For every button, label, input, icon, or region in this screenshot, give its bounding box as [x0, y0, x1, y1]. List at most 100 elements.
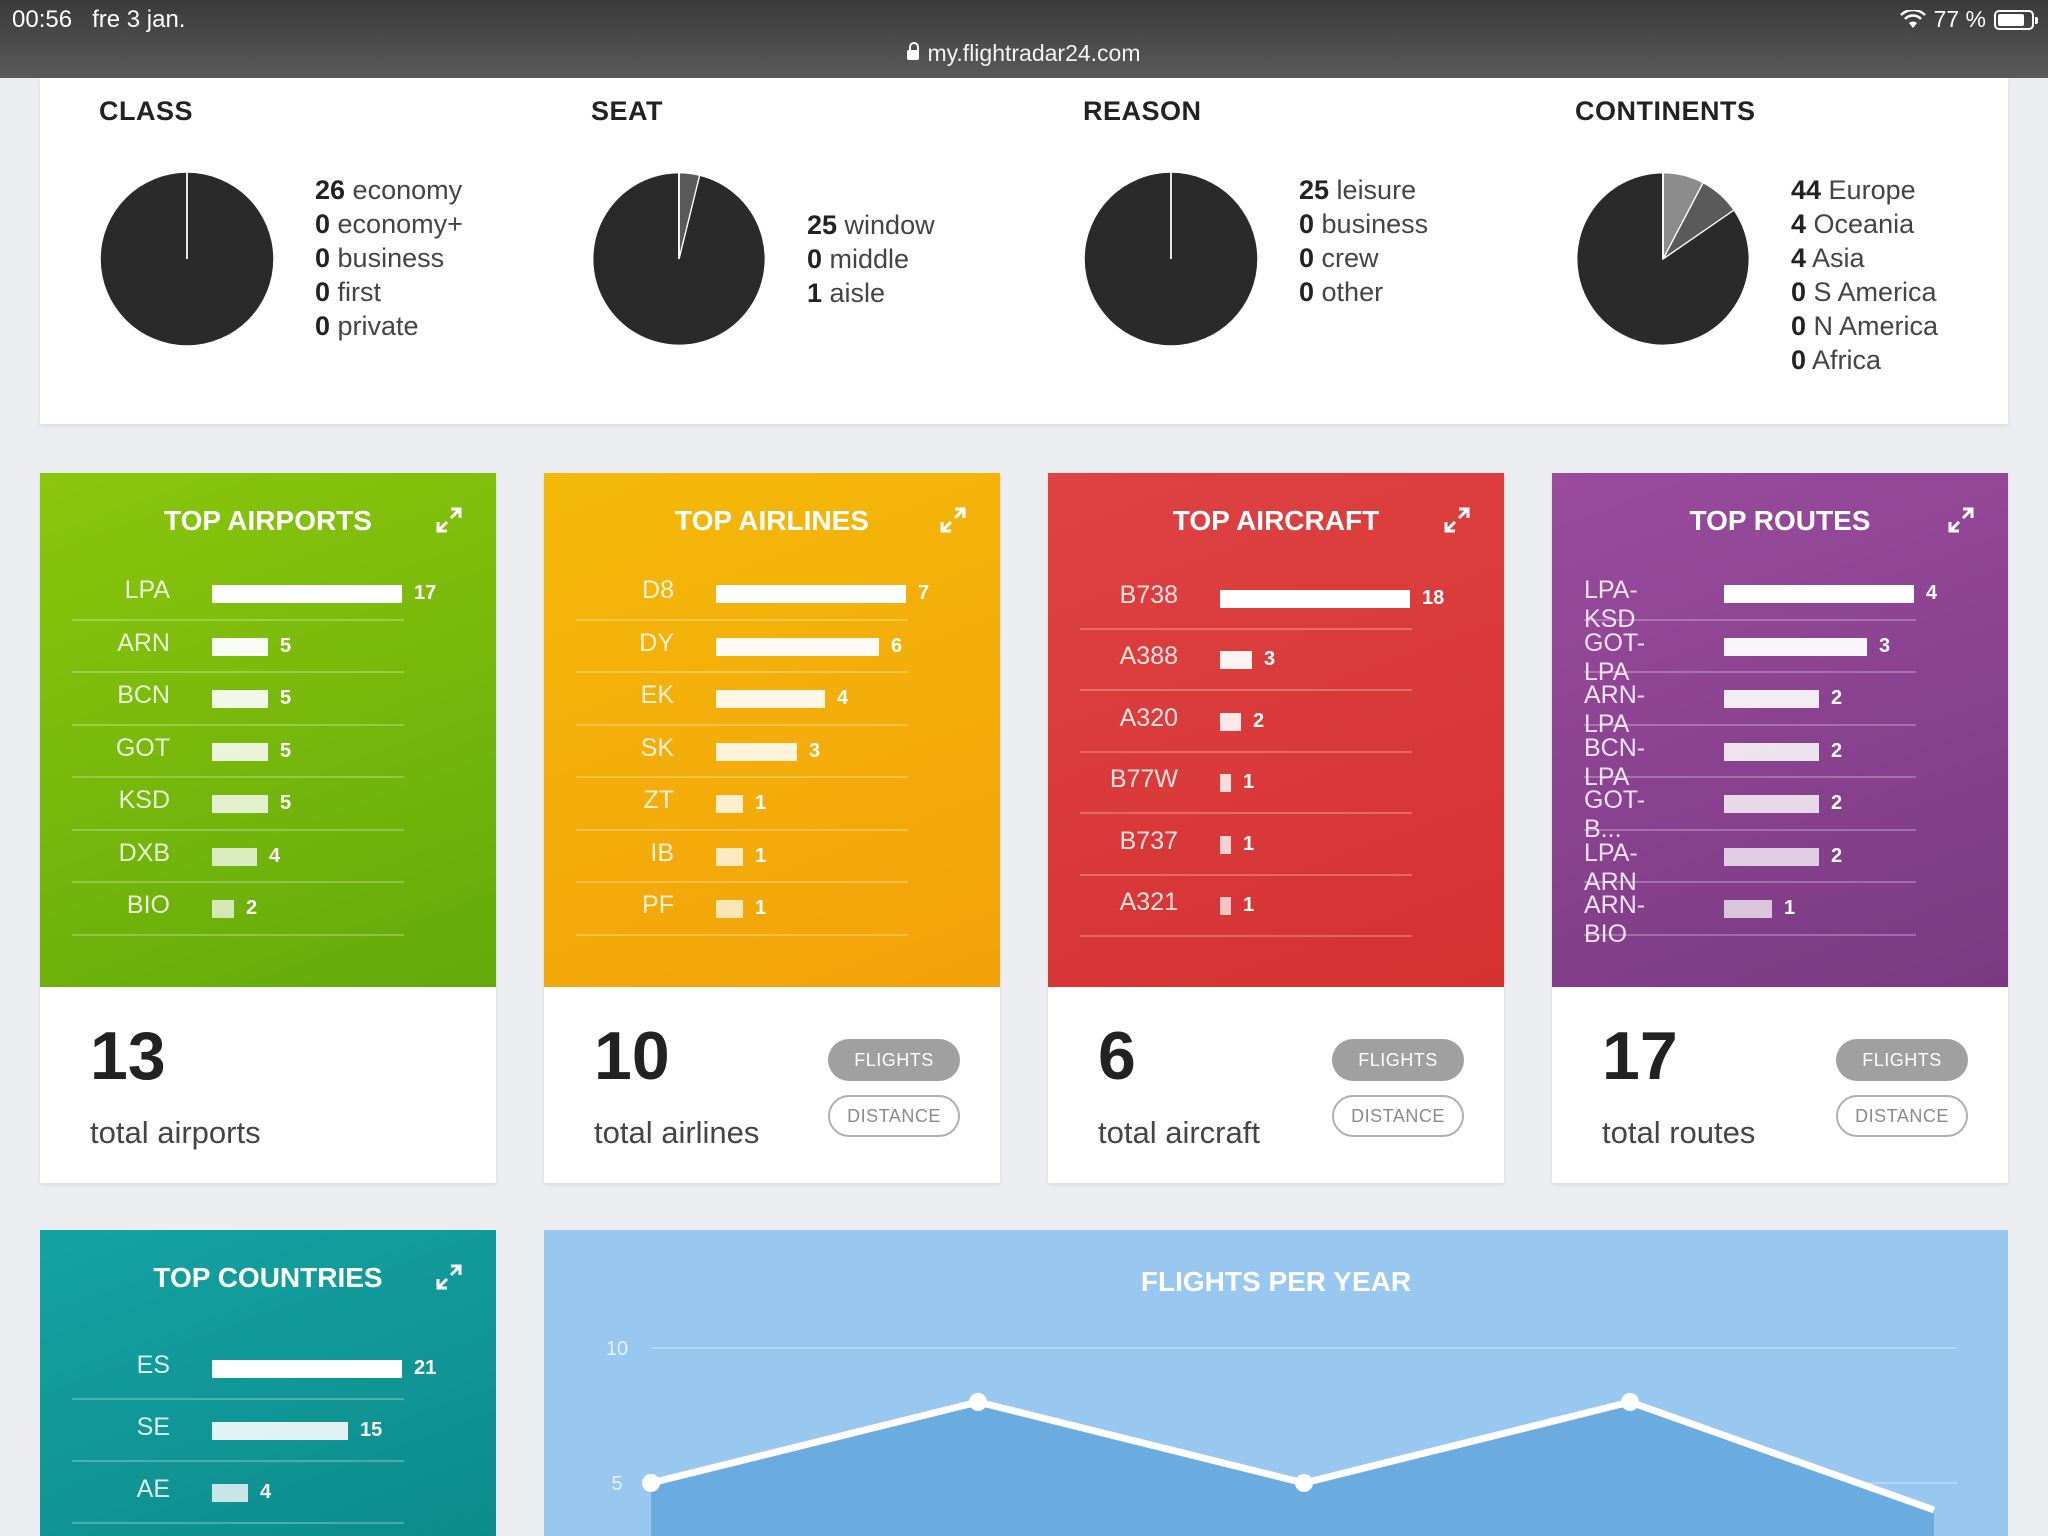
- list-item[interactable]: BCN 5: [72, 673, 404, 726]
- stat-title: CONTINENTS: [1575, 96, 1756, 126]
- row-value: 5: [280, 634, 292, 657]
- list-item[interactable]: A320 2: [1080, 691, 1412, 753]
- stat-class: CLASS 26 economy 0 economy+ 0 business 0 fir…: [40, 78, 530, 424]
- flights-button[interactable]: FLIGHTS: [1332, 1039, 1464, 1081]
- y-tick-label: 5: [611, 1473, 622, 1495]
- stat-label: economy+: [330, 209, 463, 239]
- stat-item: 0 S America: [1791, 275, 1938, 309]
- distance-button[interactable]: DISTANCE: [828, 1095, 960, 1137]
- pie-chart: [100, 172, 274, 346]
- stat-item: 44 Europe: [1791, 173, 1938, 207]
- list-item[interactable]: LPA-KSD 4: [1584, 568, 1937, 633]
- expand-icon[interactable]: [1442, 505, 1472, 535]
- list-item[interactable]: IB 1: [576, 831, 908, 883]
- card-title: TOP AIRCRAFT: [1172, 505, 1380, 536]
- list-item[interactable]: ARN 5: [72, 621, 404, 673]
- pie-chart: [1084, 172, 1258, 346]
- list-item[interactable]: B77W 1: [1080, 753, 1412, 814]
- list-item[interactable]: A321 1: [1080, 876, 1412, 937]
- list-item[interactable]: DY 6: [576, 621, 908, 673]
- list-item[interactable]: LPA 17: [72, 568, 436, 621]
- wifi-icon: [1899, 9, 1926, 28]
- stat-item: 0 first: [315, 275, 463, 309]
- list-item[interactable]: SE 15: [72, 1400, 404, 1462]
- stat-count: 26: [315, 175, 346, 205]
- list-item[interactable]: ARN-BIO 1: [1584, 883, 1916, 948]
- row-value: 17: [414, 582, 437, 605]
- list-item[interactable]: GOT-B... 2: [1584, 778, 1916, 843]
- row-label: B737: [1119, 826, 1178, 855]
- list-item[interactable]: ARN-LPA 2: [1584, 673, 1916, 738]
- stat-list: 44 Europe 4 Oceania 4 Asia 0 S America 0 N A…: [1791, 173, 1938, 377]
- card-footer: 10 total airlines FLIGHTS DISTANCE: [544, 987, 1000, 1183]
- list-item[interactable]: GOT 5: [72, 726, 404, 778]
- expand-icon[interactable]: [1946, 505, 1976, 535]
- list-item[interactable]: LPA-ARN 2: [1584, 831, 1916, 896]
- list-item[interactable]: GOT-LPA 3: [1584, 621, 1916, 686]
- row-label: A388: [1119, 642, 1178, 671]
- expand-icon[interactable]: [434, 1262, 464, 1292]
- stat-label: crew: [1314, 243, 1379, 273]
- row-label: LPA-KSD: [1584, 576, 1638, 634]
- stat-list: 26 economy 0 economy+ 0 business 0 first 0 p…: [315, 173, 463, 343]
- row-label: LPA-ARN: [1584, 838, 1638, 896]
- row-bar: [716, 637, 879, 656]
- stat-item: 26 economy: [315, 173, 463, 207]
- pie-slice: [1084, 172, 1258, 346]
- flights-button[interactable]: FLIGHTS: [828, 1039, 960, 1081]
- stat-count: 0: [315, 277, 331, 307]
- stat-title: CLASS: [99, 96, 194, 126]
- battery-icon: [1994, 9, 2038, 30]
- expand-icon[interactable]: [938, 505, 968, 535]
- stat-item: 25 leisure: [1299, 173, 1428, 207]
- list-item[interactable]: B737 1: [1080, 814, 1412, 876]
- stat-item: 0 crew: [1299, 241, 1428, 275]
- distance-button[interactable]: DISTANCE: [1332, 1095, 1464, 1137]
- list-item[interactable]: ES 21: [72, 1338, 436, 1400]
- row-value: 4: [1926, 582, 1938, 605]
- list-item[interactable]: SK 3: [576, 726, 908, 778]
- list-item[interactable]: PF 1: [576, 883, 908, 936]
- list-item[interactable]: D8 7: [576, 568, 929, 621]
- card-header: TOP AIRCRAFT B738 18 A388 3 A320 2 B77W 1 B737 1 A3…: [1048, 473, 1504, 987]
- row-value: 5: [280, 739, 292, 762]
- row-bar: [212, 1360, 402, 1378]
- list-item[interactable]: EK 4: [576, 673, 908, 726]
- stats-panel: CLASS 26 economy 0 economy+ 0 business 0 fir…: [40, 78, 2008, 424]
- row-label: GOT: [115, 733, 170, 762]
- list-item[interactable]: BIO 2: [72, 883, 404, 936]
- row-bar: [716, 742, 797, 761]
- row-label: AE: [136, 1475, 170, 1503]
- stat-count: 0: [1299, 243, 1315, 273]
- stat-label: business: [1314, 209, 1429, 239]
- list-item[interactable]: ZT 1: [576, 778, 908, 831]
- list-item[interactable]: KSD 5: [72, 778, 404, 831]
- row-value: 1: [1243, 771, 1255, 794]
- list-item[interactable]: DXB 4: [72, 831, 404, 883]
- total-label: total aircraft: [1098, 1115, 1260, 1150]
- row-bar: [716, 690, 825, 709]
- distance-button[interactable]: DISTANCE: [1836, 1095, 1968, 1137]
- top-airports-card: TOP AIRPORTS LPA 17 ARN 5 BCN 5 GOT 5 KSD 5 DXB 4 BIO…: [40, 473, 496, 1183]
- pie-slice: [1576, 172, 1750, 346]
- list-item[interactable]: AE 4: [72, 1462, 404, 1524]
- pie-slice: [678, 172, 701, 260]
- list-item[interactable]: A388 3: [1080, 630, 1412, 691]
- list-item[interactable]: B738 18: [1080, 568, 1444, 630]
- expand-icon[interactable]: [434, 505, 464, 535]
- lock-icon: [907, 42, 920, 60]
- address-bar[interactable]: my.flightradar24.com: [0, 40, 2048, 67]
- row-value: 4: [269, 844, 281, 867]
- flights-button[interactable]: FLIGHTS: [1836, 1039, 1968, 1081]
- row-value: 15: [360, 1419, 383, 1441]
- card-header: TOP AIRPORTS LPA 17 ARN 5 BCN 5 GOT 5 KSD 5 DXB 4 BIO…: [40, 473, 496, 987]
- row-label: ARN-LPA: [1584, 681, 1646, 739]
- row-bar: [1220, 897, 1231, 916]
- row-label: SE: [136, 1413, 170, 1441]
- row-label: GOT-B...: [1584, 786, 1646, 844]
- row-bar: [212, 847, 257, 866]
- row-bar: [212, 1484, 248, 1502]
- list-item[interactable]: BCN-LPA 2: [1584, 726, 1916, 791]
- row-value: 18: [1422, 586, 1445, 609]
- stat-count: 0: [807, 244, 823, 274]
